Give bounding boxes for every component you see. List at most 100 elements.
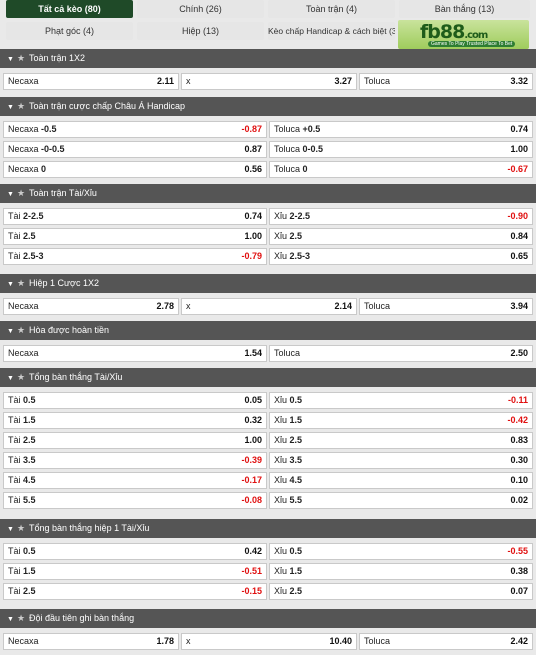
odds-cell[interactable]: Toluca 3.94 xyxy=(359,298,533,315)
chevron-down-icon[interactable]: ▼ xyxy=(7,281,14,288)
odds-cell[interactable]: Tài 1.5 -0.51 xyxy=(3,563,267,580)
chevron-down-icon[interactable]: ▼ xyxy=(7,104,14,111)
odds-cell[interactable]: Necaxa 0 0.56 xyxy=(3,161,267,178)
odds-cell[interactable]: Xỉu 0.5 -0.11 xyxy=(269,392,533,409)
odds-cell[interactable]: x 10.40 xyxy=(181,633,357,650)
odd-value: 2.50 xyxy=(510,348,528,358)
section-title: Toàn trận 1X2 xyxy=(29,53,86,63)
odd-value: -0.79 xyxy=(241,251,262,261)
section-title: Đội đầu tiên ghi bàn thắng xyxy=(29,613,135,623)
star-icon[interactable]: ★ xyxy=(17,372,26,382)
section-header[interactable]: ▼ ★ Hiệp 1 Cược 1X2 xyxy=(0,274,536,293)
tab-handicap[interactable]: Kèo chấp Handicap & cách biệt (3) xyxy=(268,22,395,40)
odds-row: Tài 4.5 -0.17 Xỉu 4.5 0.10 xyxy=(0,472,536,492)
market-section: ▼ ★ Toàn trận cược chấp Châu Á Handicap Nec… xyxy=(0,97,536,181)
section-header[interactable]: ▼ ★ Hòa được hoàn tiền xyxy=(0,321,536,340)
handicap-line: 1.5 xyxy=(20,566,36,576)
tab-corners[interactable]: Phạt góc (4) xyxy=(6,22,133,40)
section-title: Hiệp 1 Cược 1X2 xyxy=(29,278,99,288)
fb88-logo[interactable]: fb88.com Games To Play Trusted Place To … xyxy=(398,20,529,49)
odds-cell[interactable]: Toluca 0-0.5 1.00 xyxy=(269,141,533,158)
odds-cell[interactable]: Tài 5.5 -0.08 xyxy=(3,492,267,509)
odds-cell[interactable]: Xỉu 2.5-3 0.65 xyxy=(269,248,533,265)
odd-value: 0.07 xyxy=(510,586,528,596)
star-icon[interactable]: ★ xyxy=(17,523,26,533)
odd-value: 2.11 xyxy=(156,76,174,86)
odds-cell[interactable]: Xỉu 1.5 0.38 xyxy=(269,563,533,580)
odds-cell[interactable]: Toluca 3.32 xyxy=(359,73,533,90)
odds-cell[interactable]: x 3.27 xyxy=(181,73,357,90)
chevron-down-icon[interactable]: ▼ xyxy=(7,616,14,623)
odds-cell[interactable]: Tài 1.5 0.32 xyxy=(3,412,267,429)
star-icon[interactable]: ★ xyxy=(17,101,26,111)
tab-all[interactable]: Tất cả kèo (80) xyxy=(6,0,133,18)
odd-value: 1.78 xyxy=(156,636,174,646)
odds-row: Necaxa 2.78 x 2.14 Toluca 3.94 xyxy=(0,298,536,318)
handicap-line: 2-2.5 xyxy=(20,211,44,221)
odds-cell[interactable]: Xỉu 2-2.5 -0.90 xyxy=(269,208,533,225)
selection-label: Tài 1.5 xyxy=(8,415,36,425)
odd-value: 0.02 xyxy=(510,495,528,505)
selection-label: Xỉu 1.5 xyxy=(274,566,303,576)
odds-cell[interactable]: Toluca 2.42 xyxy=(359,633,533,650)
selection-label: Toluca xyxy=(364,301,391,311)
chevron-down-icon[interactable]: ▼ xyxy=(7,328,14,335)
odds-cell[interactable]: x 2.14 xyxy=(181,298,357,315)
odds-cell[interactable]: Tài 4.5 -0.17 xyxy=(3,472,267,489)
odds-cell[interactable]: Xỉu 2.5 0.84 xyxy=(269,228,533,245)
odds-cell[interactable]: Necaxa 1.54 xyxy=(3,345,267,362)
odds-cell[interactable]: Tài 2.5 1.00 xyxy=(3,228,267,245)
star-icon[interactable]: ★ xyxy=(17,325,26,335)
tab-main[interactable]: Chính (26) xyxy=(137,0,264,18)
odds-cell[interactable]: Xỉu 1.5 -0.42 xyxy=(269,412,533,429)
section-header[interactable]: ▼ ★ Toàn trận 1X2 xyxy=(0,49,536,68)
tab-goals[interactable]: Bàn thắng (13) xyxy=(399,0,530,18)
market-section: ▼ ★ Tổng bàn thắng hiệp 1 Tài/Xỉu Tài 0.5 0.… xyxy=(0,519,536,603)
odd-value: 3.27 xyxy=(334,76,352,86)
odds-cell[interactable]: Necaxa -0.5 -0.87 xyxy=(3,121,267,138)
odds-cell[interactable]: Xỉu 2.5 0.07 xyxy=(269,583,533,600)
odds-cell[interactable]: Toluca 2.50 xyxy=(269,345,533,362)
odds-cell[interactable]: Toluca 0 -0.67 xyxy=(269,161,533,178)
odds-cell[interactable]: Tài 2.5 1.00 xyxy=(3,432,267,449)
tab-half[interactable]: Hiệp (13) xyxy=(137,22,264,40)
odds-cell[interactable]: Toluca +0.5 0.74 xyxy=(269,121,533,138)
odds-cell[interactable]: Necaxa -0-0.5 0.87 xyxy=(3,141,267,158)
odds-cell[interactable]: Necaxa 1.78 xyxy=(3,633,179,650)
odds-cell[interactable]: Xỉu 3.5 0.30 xyxy=(269,452,533,469)
section-header[interactable]: ▼ ★ Tổng bàn thắng Tài/Xỉu xyxy=(0,368,536,387)
odds-cell[interactable]: Tài 0.5 0.42 xyxy=(3,543,267,560)
star-icon[interactable]: ★ xyxy=(17,278,26,288)
section-header[interactable]: ▼ ★ Đội đầu tiên ghi bàn thắng xyxy=(0,609,536,628)
chevron-down-icon[interactable]: ▼ xyxy=(7,526,14,533)
odds-cell[interactable]: Tài 0.5 0.05 xyxy=(3,392,267,409)
odds-cell[interactable]: Xỉu 5.5 0.02 xyxy=(269,492,533,509)
odds-cell[interactable]: Xỉu 0.5 -0.55 xyxy=(269,543,533,560)
odds-cell[interactable]: Necaxa 2.78 xyxy=(3,298,179,315)
odds-cell[interactable]: Xỉu 4.5 0.10 xyxy=(269,472,533,489)
handicap-line: 2.5 xyxy=(287,586,303,596)
star-icon[interactable]: ★ xyxy=(17,188,26,198)
chevron-down-icon[interactable]: ▼ xyxy=(7,375,14,382)
section-title: Tổng bàn thắng hiệp 1 Tài/Xỉu xyxy=(29,523,150,533)
handicap-line: 0-0.5 xyxy=(300,144,324,154)
odds-cell[interactable]: Tài 2.5 -0.15 xyxy=(3,583,267,600)
selection-label: Toluca xyxy=(364,636,391,646)
section-header[interactable]: ▼ ★ Toàn trận cược chấp Châu Á Handicap xyxy=(0,97,536,116)
market-section: ▼ ★ Tổng bàn thắng Tài/Xỉu Tài 0.5 0.05 Xỉu 0… xyxy=(0,368,536,512)
odds-cell[interactable]: Tài 2.5-3 -0.79 xyxy=(3,248,267,265)
star-icon[interactable]: ★ xyxy=(17,53,26,63)
tab-full-time[interactable]: Toàn trận (4) xyxy=(268,0,395,18)
odds-cell[interactable]: Tài 3.5 -0.39 xyxy=(3,452,267,469)
chevron-down-icon[interactable]: ▼ xyxy=(7,56,14,63)
odds-cell[interactable]: Xỉu 2.5 0.83 xyxy=(269,432,533,449)
section-title: Tổng bàn thắng Tài/Xỉu xyxy=(29,372,123,382)
selection-label: Xỉu 3.5 xyxy=(274,455,303,465)
star-icon[interactable]: ★ xyxy=(17,613,26,623)
selection-label: Necaxa xyxy=(8,301,39,311)
odds-cell[interactable]: Tài 2-2.5 0.74 xyxy=(3,208,267,225)
section-header[interactable]: ▼ ★ Tổng bàn thắng hiệp 1 Tài/Xỉu xyxy=(0,519,536,538)
odds-cell[interactable]: Necaxa 2.11 xyxy=(3,73,179,90)
chevron-down-icon[interactable]: ▼ xyxy=(7,191,14,198)
section-header[interactable]: ▼ ★ Toàn trận Tài/Xỉu xyxy=(0,184,536,203)
